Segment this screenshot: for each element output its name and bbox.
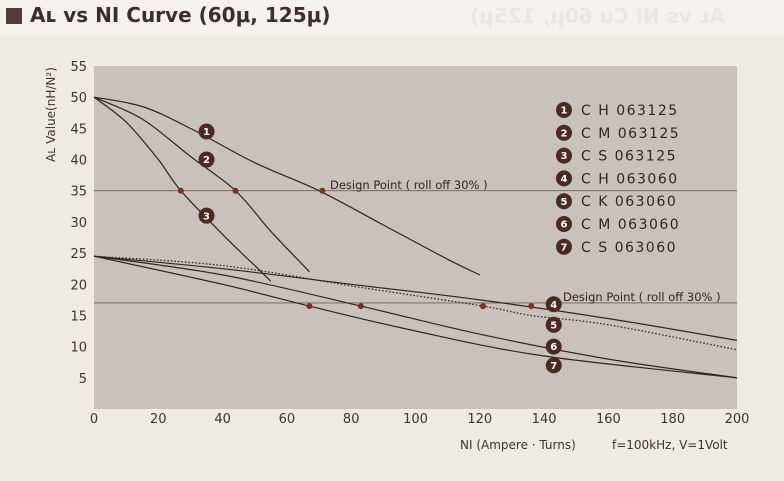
- x-tick-label: 20: [150, 412, 167, 427]
- title-bar: Aʟ vs NI Curve (60μ, 125μ) Aʟ vs NI Cu 6…: [0, 0, 784, 36]
- curve-1: [93, 96, 481, 276]
- y-tick-label: 55: [70, 60, 87, 75]
- y-tick-label: 20: [70, 278, 87, 293]
- curve-badge-number: 7: [550, 361, 557, 372]
- x-tick-label: 0: [90, 412, 98, 427]
- condition-label: f=100kHz, V=1Volt: [612, 438, 728, 452]
- legend: 1 C H 063125 2 C M 063125 3 C S 063125 4 C H 06…: [556, 102, 680, 256]
- design-point-marker: [319, 187, 326, 194]
- curve-badge-number: 5: [550, 320, 557, 331]
- curve-badge-number: 6: [550, 342, 557, 353]
- x-tick-label: 60: [279, 412, 296, 427]
- legend-entry-7: C S 063060: [581, 240, 677, 256]
- design-point-marker: [232, 187, 239, 194]
- curve-6: [93, 255, 738, 379]
- curve-badge-6: [545, 338, 562, 355]
- curve-badge-number: 1: [203, 127, 210, 138]
- curve-badge-number: 2: [561, 128, 568, 139]
- x-axis-ticks: 0 20 40 60 80 100 120 140 160 180 200: [90, 412, 750, 427]
- y-tick-label: 45: [70, 122, 87, 137]
- legend-entry-3: C S 063125: [581, 149, 677, 165]
- curve-badge-5: [556, 193, 572, 210]
- y-tick-label: 15: [70, 309, 87, 324]
- curve-badge-number: 1: [561, 106, 568, 117]
- design-point-marker: [177, 187, 184, 194]
- y-tick-label: 25: [70, 247, 87, 262]
- curve-badge-number: 4: [550, 300, 557, 311]
- x-tick-label: 100: [403, 412, 428, 427]
- curve-badge-4: [556, 170, 572, 187]
- x-tick-label: 200: [725, 412, 750, 427]
- legend-entry-4: C H 063060: [581, 171, 679, 187]
- curve-badge-2: [556, 124, 572, 141]
- y-axis-ticks: 5 10 15 20 25 30 35 40 45 50 55: [70, 60, 87, 387]
- x-tick-label: 80: [343, 412, 360, 427]
- curve-2: [93, 96, 310, 273]
- legend-entry-5: C K 063060: [581, 194, 677, 210]
- x-tick-label: 120: [467, 412, 492, 427]
- curve-badge-5: [545, 316, 562, 333]
- y-tick-label: 5: [79, 372, 87, 387]
- curve-badge-number: 5: [561, 197, 568, 208]
- curve-5: [93, 255, 738, 351]
- curve-badge-number: 6: [561, 220, 568, 231]
- plot-area: [94, 66, 737, 409]
- x-tick-label: 160: [596, 412, 621, 427]
- title-square-icon: [6, 8, 22, 24]
- curve-badge-number: 4: [561, 174, 568, 185]
- y-tick-label: 50: [70, 91, 87, 106]
- curve-badge-3: [556, 147, 572, 164]
- y-tick-label: 10: [70, 341, 87, 356]
- curve-badge-4: [545, 296, 562, 313]
- curve-badge-number: 3: [203, 211, 210, 222]
- curve-badge-1: [198, 123, 215, 140]
- curve-badge-3: [198, 207, 215, 224]
- design-point-marker: [480, 303, 487, 310]
- design-point-markers: [177, 187, 535, 310]
- curve-badge-7: [556, 238, 572, 255]
- y-tick-label: 30: [70, 216, 87, 231]
- x-tick-label: 40: [214, 412, 231, 427]
- reference-lines: [94, 190, 737, 304]
- curves: [93, 96, 738, 379]
- x-tick-label: 140: [532, 412, 557, 427]
- design-point-marker: [528, 303, 535, 310]
- curve-badge-number: 7: [561, 242, 568, 253]
- curve-7: [93, 255, 738, 379]
- design-point-label-lower: Design Point ( roll off 30% ): [563, 290, 721, 304]
- curve-badge-6: [556, 216, 572, 232]
- curve-badge-number: 2: [203, 155, 210, 166]
- design-point-label-upper: Design Point ( roll off 30% ): [330, 178, 488, 192]
- x-tick-label: 180: [660, 412, 685, 427]
- y-tick-label: 40: [70, 154, 87, 169]
- curve-badge-1: [556, 102, 572, 118]
- design-point-marker: [306, 303, 313, 310]
- curve-badge-2: [198, 151, 215, 168]
- curve-badge-7: [545, 357, 562, 374]
- y-tick-label: 35: [70, 185, 87, 200]
- legend-entry-6: C M 063060: [581, 217, 680, 233]
- chart-title: Aʟ vs NI Curve (60μ, 125μ): [30, 3, 331, 27]
- curve-badge-number: 3: [561, 151, 568, 162]
- y-axis-label: Aʟ Value(nH/N²): [44, 67, 58, 162]
- legend-entry-2: C M 063125: [581, 126, 680, 142]
- legend-entry-1: C H 063125: [581, 103, 679, 119]
- curve-badges: 1 2 3 4 5 6 7: [198, 123, 562, 374]
- x-axis-label: NI (Ampere · Turns): [460, 438, 576, 452]
- curve-4: [93, 255, 738, 341]
- design-point-marker: [357, 303, 364, 310]
